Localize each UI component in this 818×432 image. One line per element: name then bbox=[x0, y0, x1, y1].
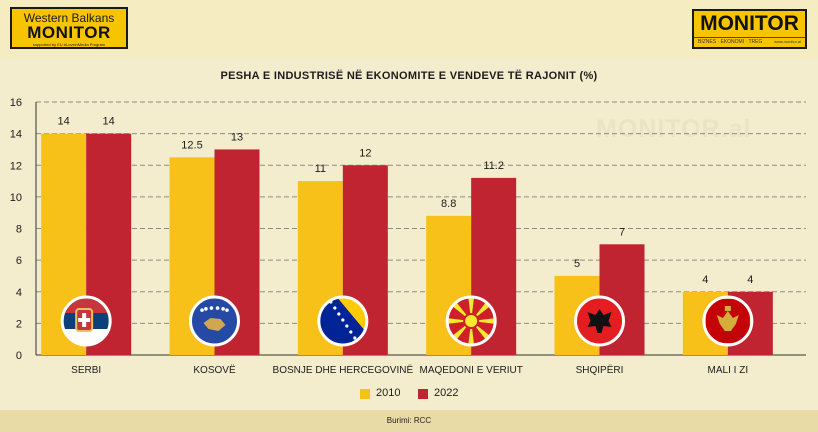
legend-label-2022: 2022 bbox=[434, 387, 459, 399]
albania-flag-icon bbox=[574, 295, 625, 347]
logo-right-tagline: BIZNES · EKONOMI · TREG bbox=[698, 39, 763, 45]
x-tick-label: SERBI bbox=[71, 365, 101, 376]
y-tick-label: 16 bbox=[10, 97, 22, 109]
flag-shape bbox=[724, 306, 731, 311]
flag-shape bbox=[189, 295, 240, 347]
western-balkans-monitor-logo: Western Balkans MONITOR supported by EU … bbox=[10, 7, 128, 49]
bosnia-flag-icon bbox=[317, 295, 369, 347]
y-tick-label: 2 bbox=[16, 318, 22, 330]
flag-shape bbox=[215, 306, 220, 310]
data-label-2022: 11.2 bbox=[483, 160, 504, 172]
logo-right-name: MONITOR bbox=[700, 12, 799, 35]
data-label-2010: 5 bbox=[574, 258, 580, 270]
legend-label-2010: 2010 bbox=[376, 387, 401, 399]
chart-title: PESHA E INDUSTRISË NË EKONOMITE E VENDEV… bbox=[220, 70, 598, 82]
flag-shape bbox=[445, 295, 497, 347]
data-label-2010: 14 bbox=[58, 116, 70, 128]
flag-shape bbox=[349, 330, 353, 334]
y-tick-label: 0 bbox=[16, 350, 22, 362]
flag-shape bbox=[467, 321, 476, 345]
flag-shape bbox=[203, 318, 226, 331]
x-tick-label: KOSOVË bbox=[193, 364, 236, 376]
logo-right-url: www.monitor.al bbox=[774, 39, 801, 44]
flag-shape bbox=[471, 316, 496, 326]
y-tick-label: 8 bbox=[16, 224, 22, 236]
flag-shape bbox=[716, 311, 739, 331]
flag-shape bbox=[341, 318, 345, 322]
header-strip bbox=[0, 0, 818, 58]
flag-shape bbox=[345, 324, 349, 328]
x-tick-label: BOSNJE DHE HERCEGOVINË bbox=[273, 364, 414, 376]
kosovo-flag-icon bbox=[189, 295, 240, 347]
data-label-2022: 14 bbox=[103, 116, 115, 128]
footer-strip bbox=[0, 410, 818, 432]
logo-left-line2: MONITOR bbox=[27, 23, 111, 42]
flag-shape bbox=[336, 297, 367, 333]
flag-shape bbox=[317, 295, 369, 347]
logo-right-divider bbox=[694, 37, 805, 38]
flag-shape bbox=[333, 306, 337, 310]
data-label-2022: 4 bbox=[747, 274, 753, 286]
flag-shape bbox=[467, 297, 476, 321]
data-label-2022: 7 bbox=[619, 226, 625, 238]
source-note: Burimi: RCC bbox=[386, 416, 432, 425]
flag-shape bbox=[60, 295, 112, 347]
flag-shape bbox=[204, 307, 208, 311]
y-tick-label: 14 bbox=[10, 129, 22, 141]
monitor-logo: MONITOR BIZNES · EKONOMI · TREG www.moni… bbox=[692, 9, 807, 49]
logo-left-line1: Western Balkans bbox=[23, 11, 115, 25]
flag-shape bbox=[574, 295, 625, 347]
x-tick-label: MAQEDONI E VERIUT bbox=[419, 365, 522, 376]
legend-swatch-2022 bbox=[418, 389, 428, 399]
data-label-2010: 12.5 bbox=[181, 139, 202, 151]
montenegro-flag-icon bbox=[702, 295, 754, 347]
x-tick-label: MALI I ZI bbox=[708, 365, 749, 376]
y-tick-label: 12 bbox=[10, 160, 22, 172]
flag-shape bbox=[209, 306, 214, 310]
flag-shape bbox=[353, 336, 357, 340]
serbia-flag-icon bbox=[60, 295, 112, 347]
data-label-2022: 13 bbox=[231, 131, 243, 143]
y-tick-label: 6 bbox=[16, 255, 22, 267]
data-label-2022: 12 bbox=[359, 147, 371, 159]
y-tick-label: 10 bbox=[10, 192, 22, 204]
flag-shape bbox=[587, 309, 612, 333]
data-label-2010: 8.8 bbox=[441, 198, 456, 210]
flag-shape bbox=[702, 295, 754, 347]
watermark: MONITOR.al bbox=[596, 115, 752, 143]
y-tick-label: 4 bbox=[16, 287, 22, 299]
flag-shape bbox=[337, 312, 341, 316]
flag-shape bbox=[463, 313, 480, 329]
logo-left-line3: supported by EU #LoveinMedia Program bbox=[32, 42, 106, 47]
x-tick-label: SHQIPËRI bbox=[576, 364, 624, 376]
data-label-2010: 4 bbox=[702, 274, 708, 286]
flag-shape bbox=[200, 308, 204, 312]
flag-shape bbox=[78, 318, 91, 322]
flag-shape bbox=[221, 307, 225, 311]
flag-shape bbox=[447, 316, 472, 326]
legend-swatch-2010 bbox=[360, 389, 370, 399]
flag-shape bbox=[225, 308, 229, 312]
data-label-2010: 11 bbox=[315, 163, 326, 175]
